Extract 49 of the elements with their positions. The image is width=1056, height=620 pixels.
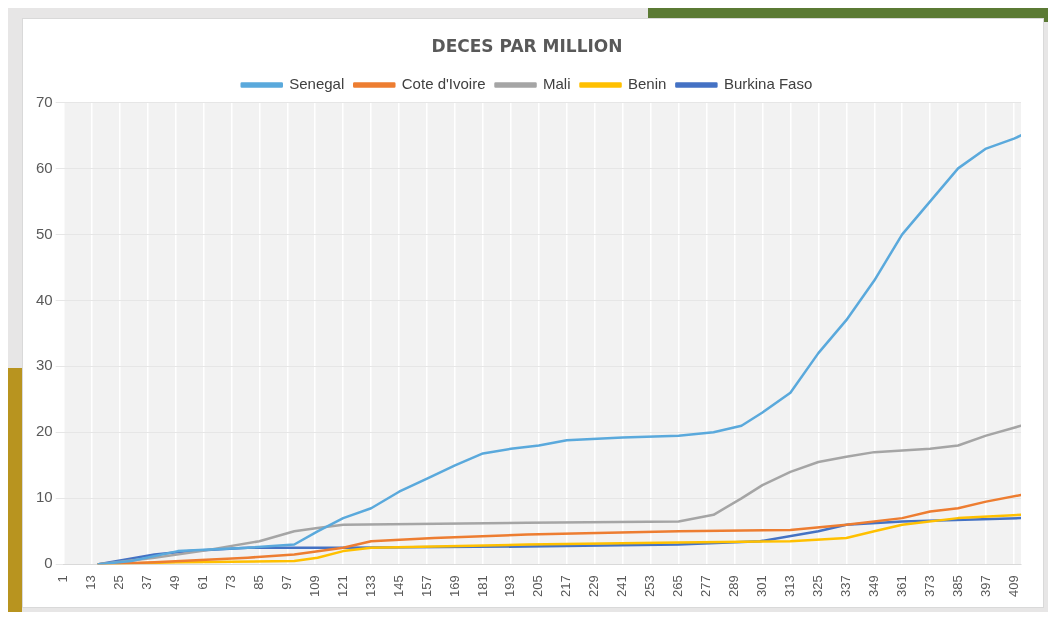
x-tick-label: 277 xyxy=(698,575,714,598)
x-tick-label: 97 xyxy=(278,575,294,590)
legend-label: Mali xyxy=(543,75,571,93)
x-tick-label: 253 xyxy=(642,575,658,598)
y-tick-label: 60 xyxy=(36,158,53,176)
x-tick-label: 181 xyxy=(474,575,490,598)
x-tick-label: 193 xyxy=(502,575,518,598)
x-tick-label: 385 xyxy=(949,575,965,598)
x-tick-label: 157 xyxy=(418,575,434,598)
x-tick-label: 13 xyxy=(83,575,99,590)
x-tick-label: 133 xyxy=(362,575,378,598)
x-tick-label: 289 xyxy=(726,575,742,598)
x-tick-label: 241 xyxy=(614,575,630,598)
x-tick-label: 121 xyxy=(334,575,350,598)
y-tick-label: 0 xyxy=(44,554,53,572)
x-tick-label: 85 xyxy=(250,575,266,590)
x-tick-label: 1 xyxy=(55,575,71,583)
legend-label: Cote d'Ivoire xyxy=(401,75,486,93)
x-tick-label: 349 xyxy=(865,575,881,598)
x-tick-label: 265 xyxy=(670,575,686,598)
x-tick-label: 109 xyxy=(306,575,322,598)
y-tick-label: 40 xyxy=(36,290,53,308)
x-tick-label: 409 xyxy=(1005,575,1021,598)
y-tick-label: 30 xyxy=(36,356,53,374)
legend-label: Senegal xyxy=(289,75,345,93)
legend-label: Benin xyxy=(628,75,667,93)
x-tick-label: 313 xyxy=(781,575,797,598)
y-tick-label: 10 xyxy=(36,488,53,506)
x-tick-label: 397 xyxy=(977,575,993,598)
y-tick-label: 70 xyxy=(36,92,53,110)
x-tick-label: 25 xyxy=(111,575,127,590)
x-tick-label: 361 xyxy=(893,575,909,598)
x-tick-label: 205 xyxy=(530,575,546,598)
x-tick-label: 325 xyxy=(809,575,825,598)
x-tick-label: 61 xyxy=(195,575,211,590)
y-tick-label: 20 xyxy=(36,422,53,440)
x-tick-label: 145 xyxy=(390,575,406,598)
x-tick-label: 73 xyxy=(222,575,238,590)
x-tick-label: 373 xyxy=(921,575,937,598)
x-tick-label: 229 xyxy=(586,575,602,598)
x-tick-label: 169 xyxy=(446,575,462,598)
x-tick-label: 37 xyxy=(139,575,155,590)
x-tick-label: 217 xyxy=(558,575,574,598)
y-tick-label: 50 xyxy=(36,224,53,242)
x-tick-label: 49 xyxy=(167,575,183,590)
chart-title: DECES PAR MILLION xyxy=(431,35,623,56)
x-tick-label: 301 xyxy=(754,575,770,598)
legend-label: Burkina Faso xyxy=(723,75,813,93)
x-tick-label: 337 xyxy=(837,575,853,598)
